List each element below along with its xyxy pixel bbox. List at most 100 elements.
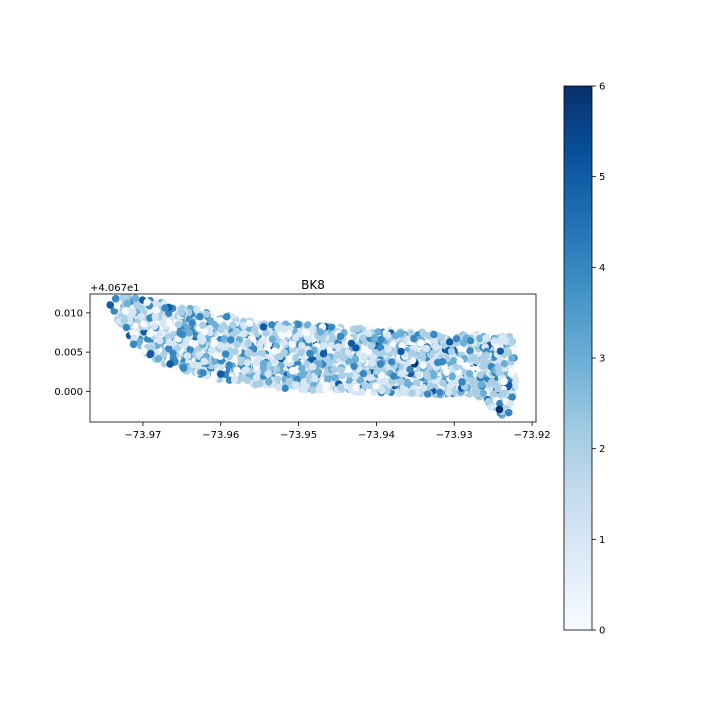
scatter-point bbox=[479, 389, 487, 397]
scatter-point bbox=[508, 337, 517, 346]
scatter-point bbox=[479, 362, 487, 371]
scatter-point bbox=[256, 342, 264, 350]
scatter-point bbox=[487, 403, 495, 411]
scatter-point bbox=[504, 348, 513, 357]
scatter-point bbox=[210, 357, 219, 366]
scatter-point bbox=[246, 349, 254, 357]
scatter-point bbox=[273, 375, 282, 383]
scatter-point bbox=[177, 308, 185, 316]
scatter-point bbox=[174, 320, 183, 329]
scatter-point bbox=[159, 319, 167, 327]
scatter-point bbox=[338, 371, 347, 380]
x-tick-label: −73.97 bbox=[124, 430, 161, 441]
scatter-point bbox=[319, 349, 328, 358]
scatter-point bbox=[351, 355, 360, 364]
scatter-point bbox=[200, 357, 208, 366]
scatter-point bbox=[500, 377, 508, 385]
scatter-point bbox=[491, 380, 500, 389]
scatter-point bbox=[508, 354, 516, 362]
scatter-point bbox=[496, 399, 504, 408]
scatter-point bbox=[146, 330, 154, 338]
scatter-point bbox=[230, 376, 239, 384]
scatter-point bbox=[131, 294, 140, 302]
scatter-point bbox=[349, 325, 358, 333]
scatter-point bbox=[452, 363, 461, 371]
scatter-point bbox=[216, 341, 225, 349]
scatter-point bbox=[398, 342, 406, 350]
scatter-point bbox=[298, 341, 306, 350]
scatter-point bbox=[285, 377, 294, 385]
scatter-point bbox=[358, 388, 366, 396]
scatter-point bbox=[423, 372, 431, 380]
scatter-point bbox=[188, 339, 197, 347]
scatter-point bbox=[339, 353, 348, 362]
scatter-point bbox=[397, 329, 405, 338]
scatter-point bbox=[507, 369, 515, 378]
scatter-point bbox=[231, 348, 239, 356]
scatter-point bbox=[316, 328, 325, 336]
scatter-point bbox=[146, 349, 155, 358]
scatter-point bbox=[292, 353, 300, 362]
scatter-point bbox=[315, 384, 323, 393]
scatter-point bbox=[291, 333, 300, 342]
colorbar bbox=[563, 85, 593, 631]
scatter-point bbox=[288, 366, 297, 375]
scatter-point bbox=[495, 405, 504, 414]
scatter-point bbox=[245, 319, 254, 327]
scatter-point bbox=[410, 334, 418, 343]
scatter-point bbox=[199, 369, 207, 377]
scatter-point bbox=[221, 350, 230, 358]
scatter-point bbox=[414, 370, 422, 378]
y-offset-label: +4.067e1 bbox=[90, 283, 140, 294]
x-tick-label: −73.95 bbox=[280, 430, 317, 441]
scatter-point bbox=[400, 388, 408, 397]
scatter-point bbox=[240, 321, 248, 330]
scatter-point bbox=[189, 360, 198, 369]
scatter-point bbox=[161, 304, 169, 312]
scatter-point bbox=[384, 345, 392, 353]
scatter-point bbox=[484, 397, 493, 406]
scatter-point bbox=[196, 312, 204, 321]
scatter-point bbox=[356, 376, 364, 384]
scatter-point bbox=[211, 339, 219, 347]
scatter-point bbox=[188, 319, 196, 327]
scatter-point bbox=[121, 307, 130, 315]
scatter-point bbox=[151, 313, 159, 321]
scatter-point bbox=[271, 347, 279, 355]
scatter-point bbox=[169, 349, 177, 358]
scatter-point bbox=[129, 340, 138, 349]
scatter-point bbox=[361, 381, 369, 390]
scatter-point bbox=[294, 320, 303, 329]
scatter-point bbox=[462, 361, 471, 370]
scatter-point bbox=[200, 327, 209, 336]
scatter-points bbox=[106, 294, 520, 419]
scatter-point bbox=[512, 378, 520, 386]
scatter-point bbox=[165, 338, 173, 346]
scatter-point bbox=[268, 321, 276, 329]
scatter-point bbox=[135, 337, 144, 346]
scatter-point bbox=[448, 373, 456, 381]
scatter-point bbox=[397, 377, 405, 386]
scatter-point bbox=[243, 358, 252, 367]
scatter-point bbox=[491, 337, 499, 345]
scatter-point bbox=[227, 336, 235, 344]
scatter-point bbox=[437, 334, 446, 342]
scatter-point bbox=[233, 366, 241, 374]
scatter-point bbox=[359, 369, 368, 378]
scatter-point bbox=[166, 360, 174, 368]
scatter-point bbox=[262, 329, 270, 337]
scatter-point bbox=[384, 331, 392, 339]
scatter-point bbox=[482, 334, 490, 342]
scatter-point bbox=[328, 323, 336, 331]
scatter-point bbox=[442, 368, 451, 376]
scatter-point bbox=[297, 348, 305, 357]
scatter-point bbox=[489, 390, 498, 398]
scatter-point bbox=[217, 362, 226, 370]
x-axis: −73.97 −73.96 −73.95 −73.94 −73.93 −73.92 bbox=[124, 422, 551, 441]
scatter-point bbox=[122, 323, 131, 332]
scatter-point bbox=[264, 370, 272, 378]
colorbar-tick-label: 5 bbox=[599, 172, 605, 183]
scatter-point bbox=[423, 390, 432, 398]
colorbar-tick-label: 1 bbox=[599, 535, 605, 546]
